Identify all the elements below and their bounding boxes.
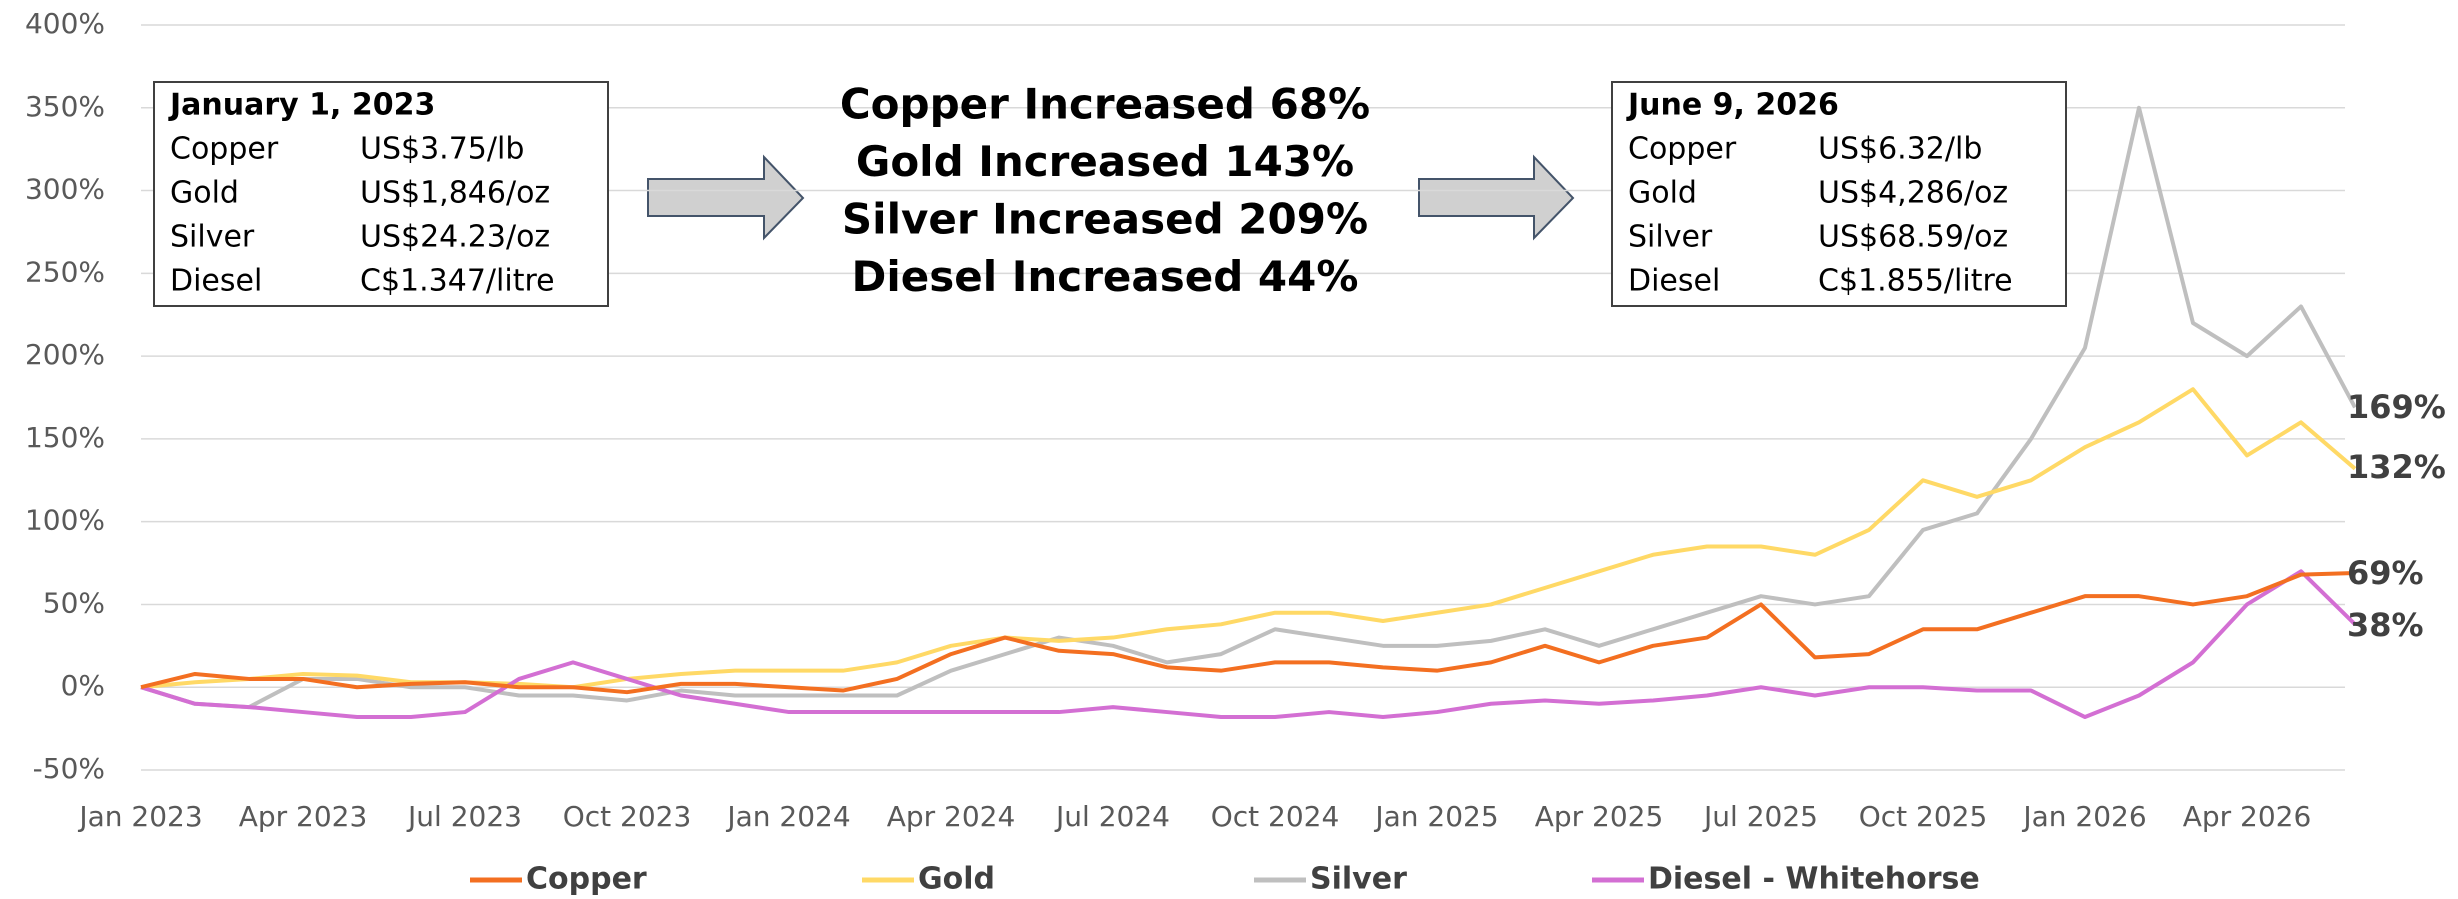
- y-tick-label: 400%: [25, 7, 105, 40]
- info-box: [1611, 81, 2067, 307]
- x-tick-label: Apr 2026: [2183, 800, 2312, 833]
- y-tick-label: 350%: [25, 90, 105, 123]
- box-title: June 9, 2026: [1626, 88, 1839, 123]
- x-tick-label: Oct 2024: [1211, 800, 1340, 833]
- y-tick-label: 300%: [25, 173, 105, 206]
- box-value: US$1,846/oz: [360, 176, 550, 211]
- y-tick-label: 250%: [25, 255, 105, 288]
- box-value: US$6.32/lb: [1818, 132, 1982, 167]
- info-box: [153, 81, 609, 307]
- x-tick-label: Jul 2023: [406, 800, 522, 833]
- y-tick-label: -50%: [33, 752, 105, 785]
- legend-label: Diesel - Whitehorse: [1648, 862, 1980, 897]
- y-tick-label: 200%: [25, 338, 105, 371]
- box-label: Silver: [170, 220, 255, 255]
- box-title: January 1, 2023: [168, 88, 435, 123]
- summary-line: Copper Increased 68%: [840, 80, 1370, 129]
- legend-label: Copper: [526, 862, 647, 897]
- x-tick-label: Apr 2023: [239, 800, 368, 833]
- box-label: Diesel: [1628, 264, 1720, 299]
- end-label: 132%: [2347, 448, 2446, 486]
- box-value: C$1.347/litre: [360, 264, 555, 299]
- end-label: 169%: [2347, 388, 2446, 426]
- box-value: US$4,286/oz: [1818, 176, 2008, 211]
- box-value: US$68.59/oz: [1818, 220, 2008, 255]
- arrow: [1418, 154, 1575, 241]
- y-tick-label: 100%: [25, 504, 105, 537]
- x-tick-label: Jan 2024: [725, 800, 850, 833]
- box-label: Copper: [170, 132, 279, 167]
- summary-line: Diesel Increased 44%: [852, 252, 1359, 301]
- box-label: Gold: [1628, 176, 1697, 211]
- x-tick-label: Apr 2025: [1535, 800, 1664, 833]
- box-value: C$1.855/litre: [1818, 264, 2013, 299]
- x-tick-label: Oct 2025: [1859, 800, 1988, 833]
- x-tick-label: Jul 2024: [1054, 800, 1170, 833]
- box-label: Copper: [1628, 132, 1737, 167]
- box-label: Gold: [170, 176, 239, 211]
- legend-label: Gold: [918, 862, 995, 897]
- x-tick-label: Jan 2025: [1373, 800, 1498, 833]
- x-tick-label: Jan 2026: [2021, 800, 2146, 833]
- end-label: 38%: [2347, 606, 2424, 644]
- x-tick-label: Oct 2023: [563, 800, 692, 833]
- y-tick-label: 0%: [61, 669, 105, 702]
- series-line: [140, 570, 2356, 695]
- x-tick-label: Jan 2023: [77, 800, 202, 833]
- x-tick-label: Apr 2024: [887, 800, 1016, 833]
- x-tick-label: Jul 2025: [1702, 800, 1818, 833]
- y-tick-label: 50%: [43, 586, 105, 619]
- box-value: US$3.75/lb: [360, 132, 524, 167]
- summary-line: Gold Increased 143%: [856, 137, 1354, 186]
- box-label: Silver: [1628, 220, 1713, 255]
- series-line: [140, 569, 2357, 720]
- box-value: US$24.23/oz: [360, 220, 550, 255]
- legend-label: Silver: [1310, 862, 1407, 897]
- end-label: 69%: [2347, 554, 2424, 592]
- summary-line: Silver Increased 209%: [842, 195, 1368, 244]
- series-line: [140, 105, 2357, 710]
- y-tick-label: 150%: [25, 421, 105, 454]
- arrow: [647, 154, 805, 241]
- box-label: Diesel: [170, 264, 262, 299]
